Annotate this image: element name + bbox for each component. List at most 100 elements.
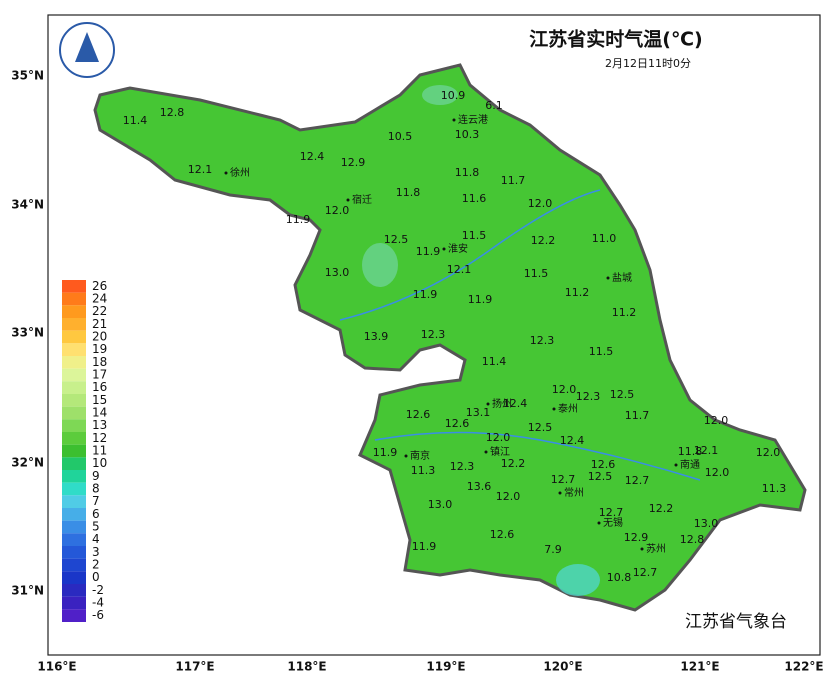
cool-patch [422, 85, 458, 105]
lat-label: 32°N [11, 456, 44, 470]
legend-swatch [62, 406, 86, 420]
lat-label: 33°N [11, 326, 44, 340]
station-value: 11.9 [416, 245, 441, 258]
legend-swatch [62, 584, 86, 597]
legend-swatch [62, 558, 86, 572]
city-name: 盐城 [612, 271, 632, 284]
station-value: 12.6 [490, 528, 515, 541]
legend-swatch [62, 330, 86, 344]
legend-label: 10 [92, 456, 107, 470]
station-value: 11.4 [123, 114, 148, 127]
station-value: 12.7 [633, 566, 658, 579]
legend-swatch [62, 381, 86, 394]
city-dot [452, 118, 456, 122]
station-value: 12.5 [528, 421, 553, 434]
river [339, 189, 601, 321]
legend-label: 14 [92, 406, 107, 420]
station-value: 11.8 [678, 445, 703, 458]
station-value: 12.5 [610, 388, 635, 401]
station-value: 13.6 [467, 480, 492, 493]
station-value: 11.9 [286, 213, 311, 226]
station-value: 12.2 [531, 234, 556, 247]
station-value: 12.3 [576, 390, 601, 403]
legend-swatch [62, 546, 86, 559]
legend-label: 22 [92, 304, 107, 318]
legend-label: 18 [92, 355, 107, 369]
station-value: 12.4 [300, 150, 325, 163]
legend-swatch [62, 292, 86, 306]
station-value: 12.6 [445, 417, 470, 430]
cool-patch [362, 243, 398, 287]
station-value: 12.4 [560, 434, 585, 447]
legend-swatch [62, 609, 86, 622]
city-name: 连云港 [458, 113, 488, 126]
lon-label: 120°E [543, 660, 582, 674]
station-value: 12.0 [325, 204, 350, 217]
legend-label: 5 [92, 520, 100, 534]
legend-swatch [62, 394, 86, 407]
station-value: 10.9 [441, 89, 466, 102]
station-value: 11.0 [592, 232, 617, 245]
lon-label: 116°E [37, 660, 76, 674]
legend-swatch [62, 318, 86, 331]
station-value: 11.3 [762, 482, 787, 495]
legend-label: 26 [92, 279, 107, 293]
station-value: 12.9 [341, 156, 366, 169]
city-dot [486, 402, 490, 406]
station-value: 13.9 [364, 330, 389, 343]
station-value: 12.1 [188, 163, 213, 176]
legend-swatch [62, 596, 86, 610]
city-name: 南通 [680, 458, 700, 471]
station-value: 12.8 [160, 106, 185, 119]
station-value: 12.8 [680, 533, 705, 546]
city-name: 宿迁 [352, 193, 372, 206]
station-value: 7.9 [544, 543, 562, 556]
legend-swatch [62, 457, 86, 470]
province-shape [93, 63, 807, 612]
station-value: 11.8 [455, 166, 480, 179]
station-value: 11.4 [482, 355, 507, 368]
station-value: 12.0 [756, 446, 781, 459]
city-name: 淮安 [448, 242, 468, 255]
legend-label: 17 [92, 368, 107, 382]
city-name: 苏州 [646, 542, 666, 555]
legend-swatch [62, 520, 86, 534]
legend-swatch [62, 305, 86, 318]
station-value: 12.2 [649, 502, 674, 515]
lon-label: 118°E [287, 660, 326, 674]
legend-swatch [62, 280, 86, 293]
cool-patch [556, 564, 600, 596]
legend-swatch [62, 495, 86, 508]
city-name: 镇江 [490, 445, 510, 458]
station-value: 12.6 [406, 408, 431, 421]
station-value: 12.5 [588, 470, 613, 483]
station-value: 11.8 [396, 186, 421, 199]
legend-label: 12 [92, 431, 107, 445]
legend-swatch [62, 508, 86, 521]
station-value: 6.1 [485, 99, 503, 112]
legend-swatch [62, 470, 86, 483]
station-value: 12.7 [551, 473, 576, 486]
station-value: 12.0 [486, 431, 511, 444]
legend-label: 16 [92, 380, 107, 394]
city-dot [597, 521, 601, 525]
legend-label: 6 [92, 507, 100, 521]
station-value: 13.1 [466, 406, 491, 419]
city-dot [558, 491, 562, 495]
station-value: 12.7 [599, 506, 624, 519]
station-value: 12.2 [501, 457, 526, 470]
station-value: 12.0 [704, 414, 729, 427]
station-value: 12.0 [705, 466, 730, 479]
city-name: 南京 [410, 449, 430, 462]
station-value: 12.9 [624, 531, 649, 544]
legend-label: 20 [92, 330, 107, 344]
city-name: 徐州 [230, 166, 250, 179]
station-value: 13.0 [694, 517, 719, 530]
station-value: 11.3 [411, 464, 436, 477]
legend-label: 8 [92, 482, 100, 496]
city-dot [404, 454, 408, 458]
station-value: 11.2 [612, 306, 637, 319]
station-value: 10.8 [607, 571, 632, 584]
legend-label: 11 [92, 444, 107, 458]
